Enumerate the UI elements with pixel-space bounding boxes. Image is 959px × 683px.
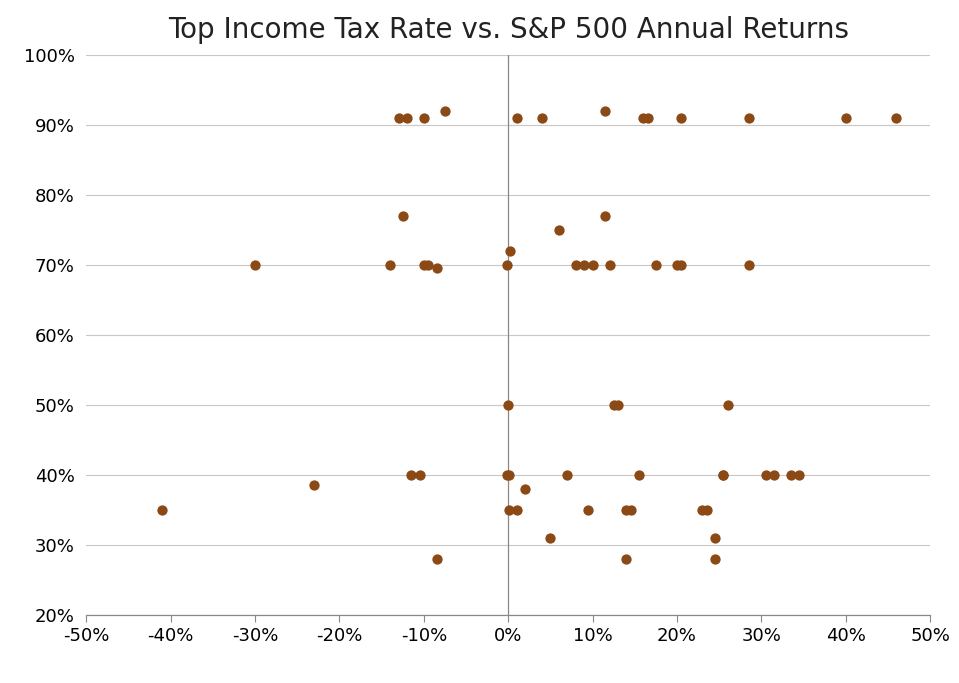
Point [416, 260, 432, 270]
Point [395, 210, 410, 221]
Point [518, 484, 533, 494]
Point [631, 469, 646, 480]
Point [673, 260, 689, 270]
Point [720, 399, 736, 410]
Point [673, 112, 689, 123]
Point [597, 210, 613, 221]
Point [412, 469, 428, 480]
Point [509, 504, 525, 515]
Point [889, 112, 904, 123]
Point [758, 469, 773, 480]
Point [597, 105, 613, 116]
Point [784, 469, 799, 480]
Point [669, 260, 685, 270]
Point [534, 112, 550, 123]
Point [766, 469, 782, 480]
Point [501, 399, 516, 410]
Point [503, 245, 518, 256]
Point [623, 504, 639, 515]
Point [154, 504, 170, 515]
Point [602, 260, 618, 270]
Point [581, 504, 596, 515]
Point [420, 260, 435, 270]
Point [741, 260, 757, 270]
Point [383, 260, 398, 270]
Point [576, 260, 592, 270]
Point [838, 112, 854, 123]
Point [741, 112, 757, 123]
Point [437, 105, 453, 116]
Point [606, 399, 621, 410]
Point [429, 553, 444, 564]
Point [694, 504, 710, 515]
Point [502, 469, 517, 480]
Point [708, 532, 723, 543]
Point [715, 469, 731, 480]
Point [429, 263, 444, 274]
Point [307, 479, 322, 490]
Point [560, 469, 575, 480]
Point [509, 112, 525, 123]
Point [640, 112, 655, 123]
Point [391, 112, 407, 123]
Point [648, 260, 664, 270]
Point [619, 504, 634, 515]
Point [399, 112, 414, 123]
Point [585, 260, 600, 270]
Point [610, 399, 625, 410]
Title: Top Income Tax Rate vs. S&P 500 Annual Returns: Top Income Tax Rate vs. S&P 500 Annual R… [168, 16, 849, 44]
Point [247, 260, 263, 270]
Point [715, 469, 731, 480]
Point [502, 504, 517, 515]
Point [636, 112, 651, 123]
Point [792, 469, 807, 480]
Point [543, 532, 558, 543]
Point [619, 553, 634, 564]
Point [551, 224, 567, 235]
Point [500, 260, 515, 270]
Point [404, 469, 419, 480]
Point [499, 469, 514, 480]
Point [699, 504, 714, 515]
Point [416, 112, 432, 123]
Point [708, 553, 723, 564]
Point [568, 260, 583, 270]
